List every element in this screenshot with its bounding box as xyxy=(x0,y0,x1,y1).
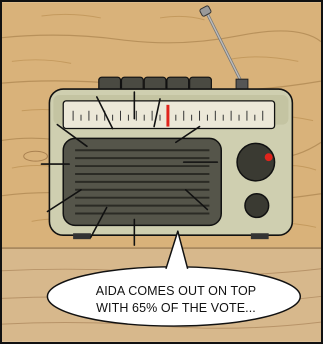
speaker-grille xyxy=(62,137,222,227)
volume-knob xyxy=(236,142,276,182)
speech-bubble-shape xyxy=(46,230,302,327)
sound-burst-lines xyxy=(40,91,219,246)
radio-scene xyxy=(2,2,321,342)
tuning-knob xyxy=(244,192,270,219)
antenna xyxy=(199,5,249,92)
radio-feet xyxy=(73,233,269,240)
tuning-dial xyxy=(62,100,276,130)
